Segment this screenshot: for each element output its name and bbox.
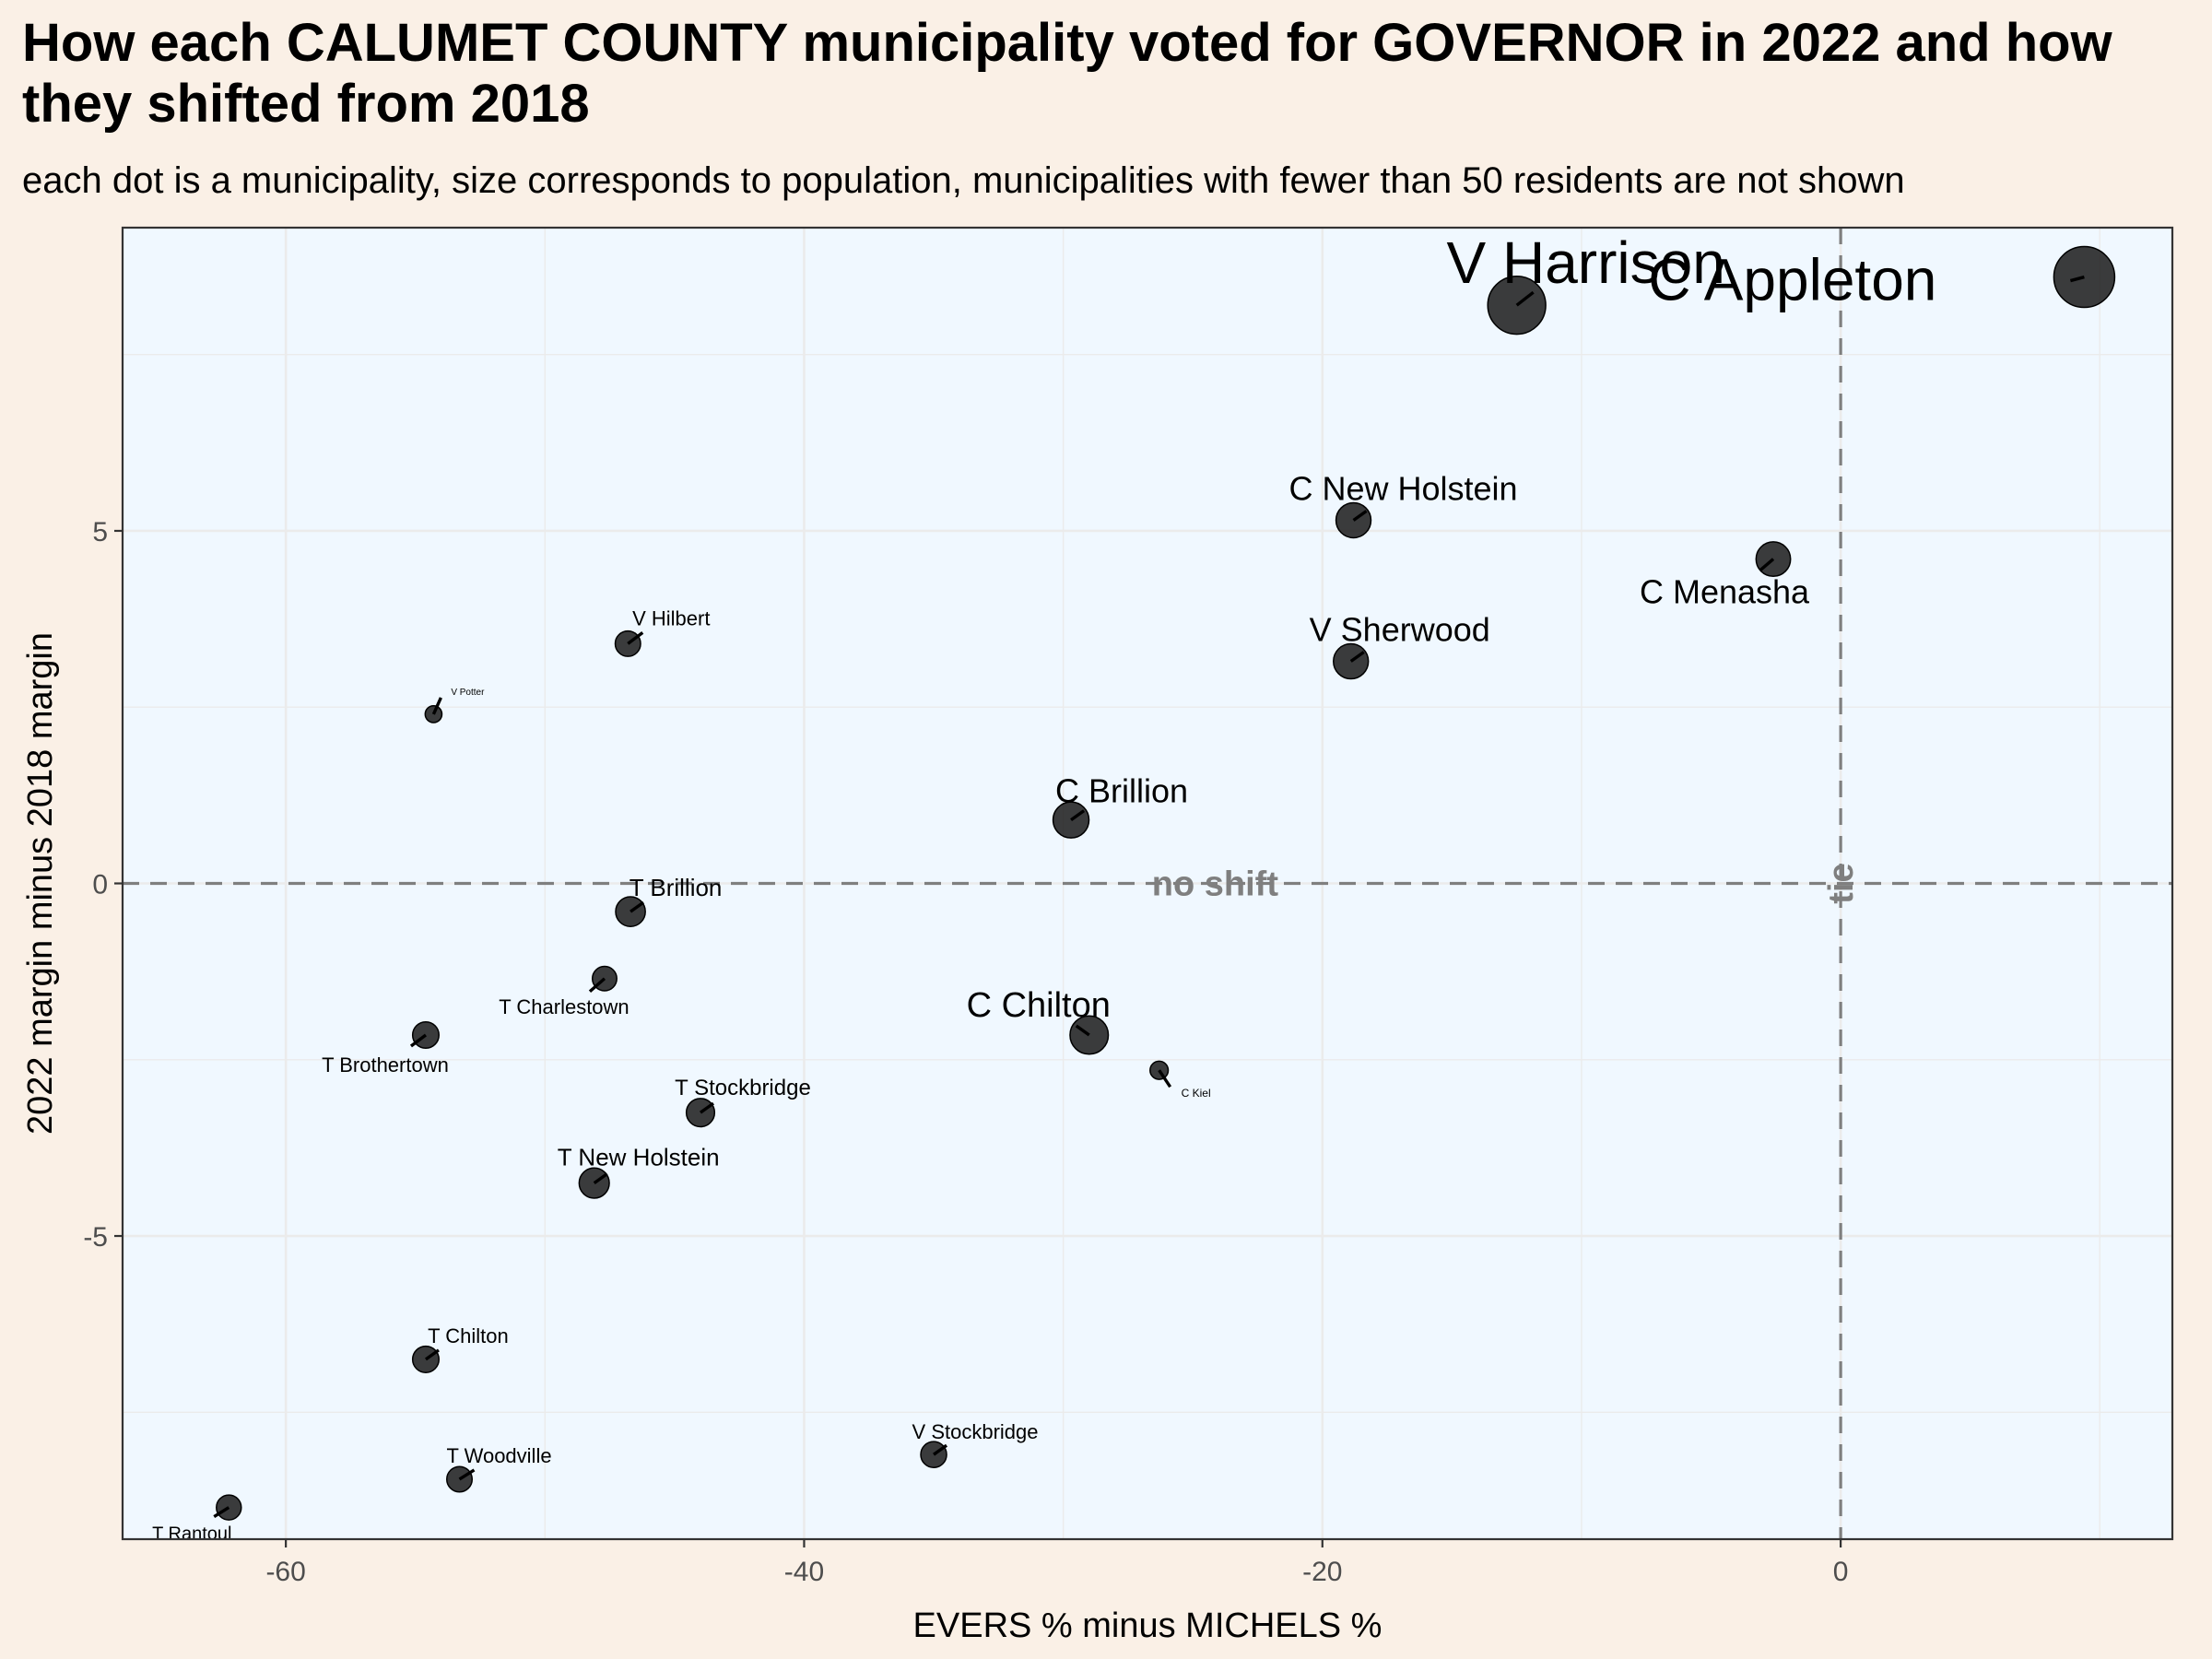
- y-axis-title: 2022 margin minus 2018 margin: [21, 632, 60, 1135]
- point-label: C Brillion: [1055, 772, 1188, 810]
- data-points: [216, 245, 2116, 1521]
- point-label: V Stockbridge: [912, 1420, 1039, 1443]
- point-label: T Stockbridge: [675, 1076, 811, 1100]
- x-axis-title: EVERS % minus MICHELS %: [913, 1606, 1382, 1645]
- point-label: V Potter: [451, 688, 485, 698]
- point-label: T Brothertown: [322, 1053, 449, 1077]
- plot-frame: [121, 226, 2174, 1541]
- x-tick-label: 0: [1833, 1557, 1849, 1587]
- label-leader: [700, 1101, 714, 1114]
- label-leader: [424, 1348, 440, 1361]
- label-leader: [409, 1033, 427, 1048]
- point-label: C Appleton: [1648, 247, 1936, 313]
- point-label: T Charlestown: [499, 995, 629, 1018]
- point-label: V Harrison: [1447, 229, 1725, 296]
- point-label: T New Holstein: [558, 1144, 720, 1171]
- y-tick-label: -5: [83, 1222, 108, 1253]
- label-leader: [627, 631, 644, 645]
- point-label: V Hilbert: [632, 606, 710, 629]
- data-point: [920, 1441, 947, 1468]
- label-leader: [1075, 1024, 1090, 1037]
- x-tick-label: -20: [1302, 1557, 1342, 1587]
- chart-title: How each CALUMET COUNTY municipality vot…: [22, 13, 2112, 134]
- point-label: V Sherwood: [1310, 611, 1490, 649]
- point-label: T Chilton: [428, 1324, 509, 1347]
- x-tick-label: -40: [784, 1557, 824, 1587]
- label-leader: [629, 900, 645, 913]
- chart-subtitle: each dot is a municipality, size corresp…: [22, 160, 1905, 201]
- point-label: C Kiel: [1182, 1087, 1211, 1100]
- label-leader: [593, 1172, 608, 1185]
- reference-lines: no shift tie: [123, 228, 2172, 1539]
- point-label: T Woodville: [446, 1444, 551, 1467]
- label-leader: [588, 977, 606, 994]
- y-tick-label: 0: [92, 870, 108, 900]
- y-tick-label: 5: [92, 517, 108, 547]
- label-leader: [458, 1468, 476, 1481]
- label-leader: [2069, 275, 2085, 283]
- tie-label: tie: [1822, 863, 1861, 903]
- axes: -60 -40 -20 0 -5 0 5 EVERS % minus MICHELS % 202…: [21, 517, 1848, 1645]
- label-leader: [213, 1506, 230, 1519]
- no-shift-label: no shift: [1152, 865, 1279, 904]
- point-label: C Menasha: [1640, 573, 1810, 611]
- label-leader: [1515, 290, 1535, 307]
- point-label: C New Holstein: [1288, 469, 1517, 507]
- label-leader: [933, 1443, 948, 1456]
- point-label: T Brillion: [629, 874, 723, 901]
- label-leader: [1759, 558, 1775, 571]
- label-leader: [1158, 1069, 1172, 1088]
- data-point: [685, 1098, 716, 1128]
- point-label: C Chilton: [967, 986, 1111, 1025]
- label-leader: [1349, 651, 1365, 663]
- label-leader: [1352, 510, 1368, 522]
- label-leader: [1070, 809, 1086, 822]
- x-tick-label: -60: [265, 1557, 305, 1587]
- point-label: T Rantoul: [152, 1524, 231, 1545]
- label-leader: [431, 697, 442, 715]
